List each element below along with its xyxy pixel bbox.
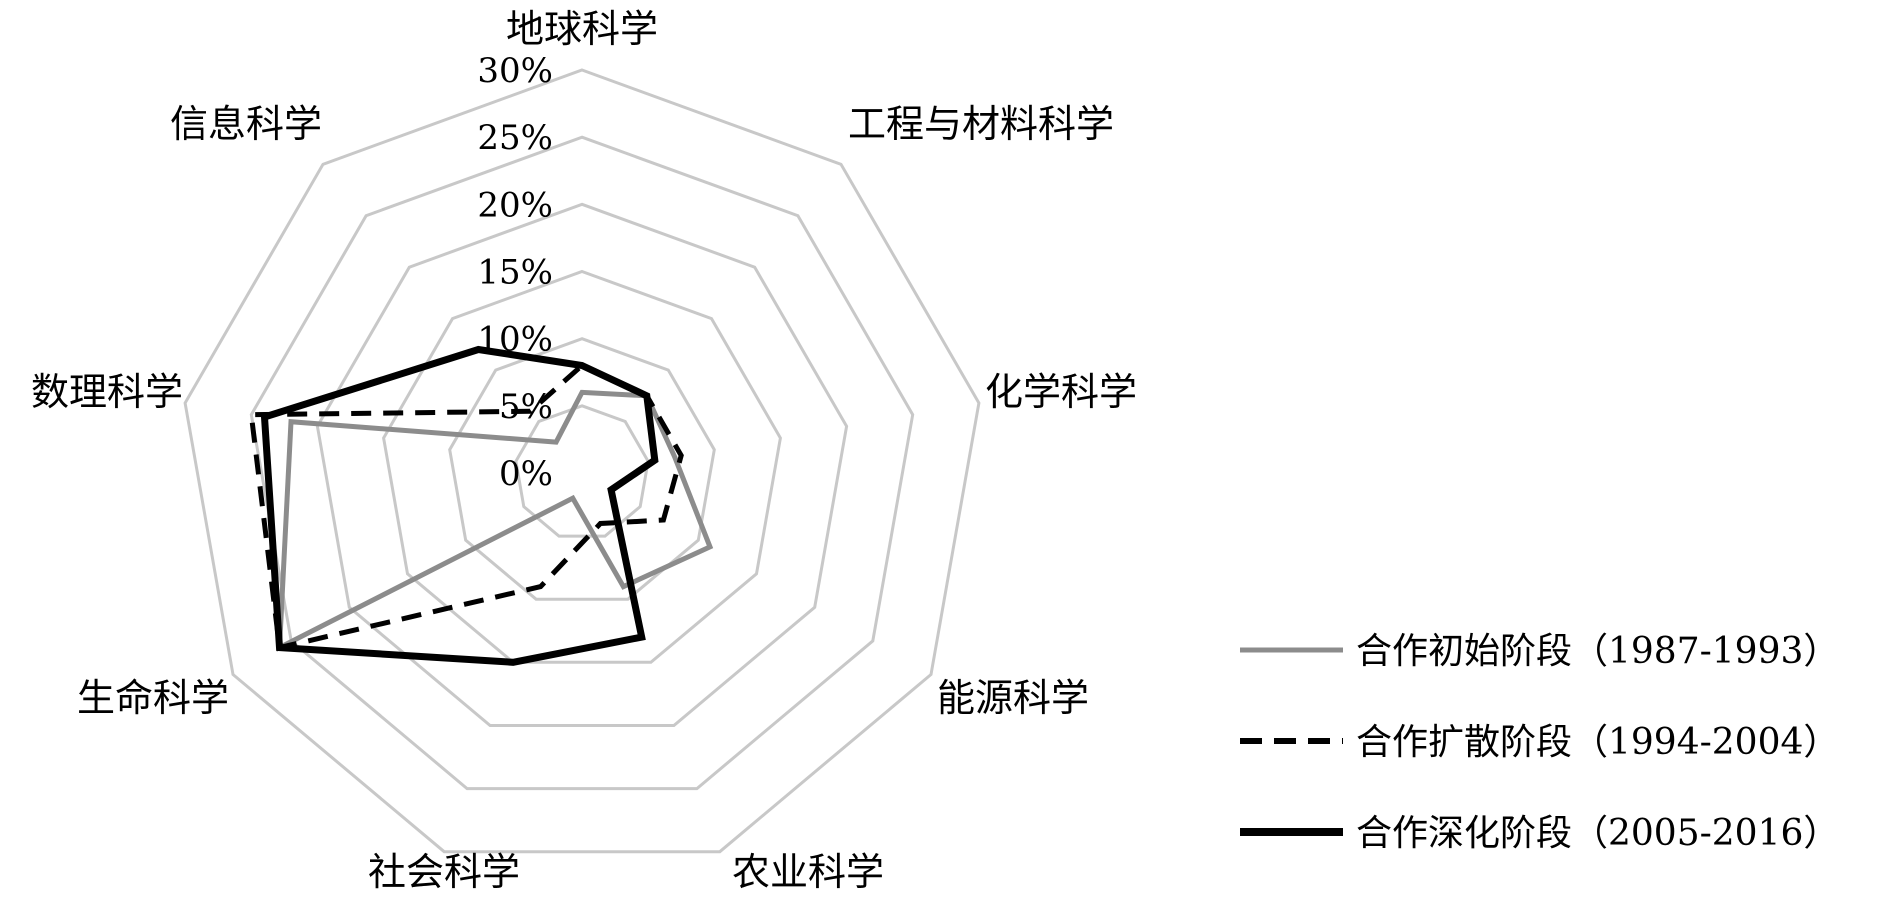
series-layer bbox=[248, 345, 714, 666]
category-label: 生命科学 bbox=[77, 676, 229, 720]
grid-ring bbox=[448, 337, 716, 601]
legend-label-1: 合作初始阶段（1987-1993） bbox=[1356, 631, 1839, 672]
series-line-3 bbox=[260, 345, 659, 666]
category-label: 社会科学 bbox=[368, 850, 520, 894]
tick-label: 30% bbox=[477, 51, 553, 91]
grid-ring bbox=[249, 135, 915, 791]
tick-label: 5% bbox=[499, 387, 553, 427]
grid-ring bbox=[315, 202, 849, 727]
series-line-2 bbox=[248, 362, 684, 651]
category-label: 化学科学 bbox=[985, 370, 1137, 414]
tick-label: 0% bbox=[499, 454, 553, 494]
legend: 合作初始阶段（1987-1993） 合作扩散阶段（1994-2004） 合作深化阶段… bbox=[1240, 631, 1839, 854]
category-label: 农业科学 bbox=[732, 850, 884, 894]
tick-label: 10% bbox=[477, 320, 553, 360]
category-label: 信息科学 bbox=[170, 102, 322, 146]
category-label: 数理科学 bbox=[31, 370, 183, 414]
grid-ring bbox=[382, 269, 782, 664]
category-label: 地球科学 bbox=[506, 7, 658, 51]
grid-layer bbox=[183, 68, 981, 854]
grid-ring bbox=[183, 68, 981, 854]
series-line-1 bbox=[276, 389, 714, 652]
category-label: 工程与材料科学 bbox=[848, 102, 1114, 146]
tick-label: 15% bbox=[477, 253, 553, 293]
tick-labels: 0% 5% 10% 15% 20% 25% 30% bbox=[477, 51, 553, 494]
tick-label: 20% bbox=[477, 185, 553, 225]
category-label: 能源科学 bbox=[937, 676, 1089, 720]
legend-label-2: 合作扩散阶段（1994-2004） bbox=[1356, 722, 1839, 763]
legend-label-3: 合作深化阶段（2005-2016） bbox=[1356, 813, 1839, 854]
tick-label: 25% bbox=[477, 118, 553, 158]
